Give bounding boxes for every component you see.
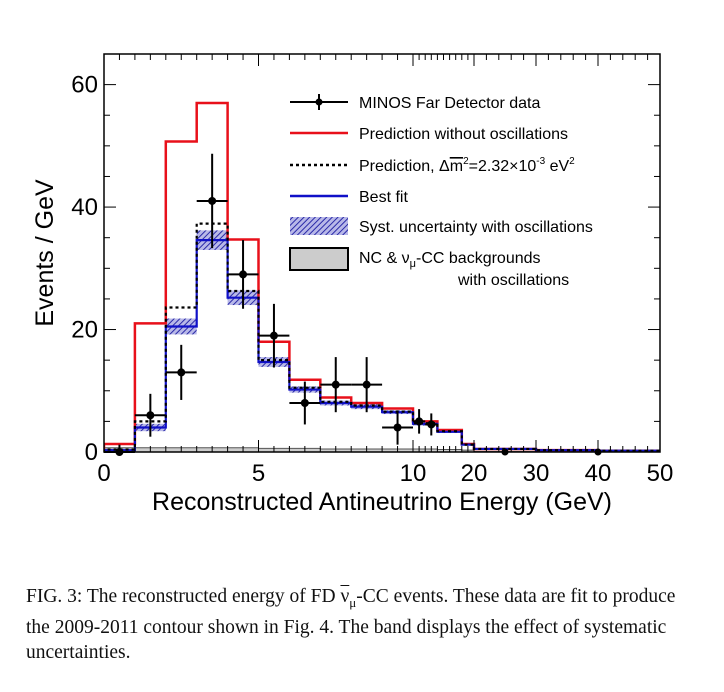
legend-label-data: MINOS Far Detector data (359, 95, 540, 112)
data-point (425, 413, 438, 436)
legend-entry-prediction: Prediction, Δm2=2.32×10-3 eV2 (290, 156, 575, 175)
legend-entry-syst: Syst. uncertainty with oscillations (290, 217, 593, 236)
tick-labels-layer: 0 5 10 20 30 40 50 0 20 40 60 (71, 72, 673, 487)
data-point-marker (427, 420, 436, 429)
data-point (320, 357, 352, 413)
data-point (351, 357, 383, 413)
series-noosc-line (104, 101, 660, 452)
data-point-marker (331, 380, 340, 389)
y-tick-label: 0 (85, 439, 98, 466)
x-axis-title: Reconstructed Antineutrino Energy (GeV) (152, 488, 612, 516)
legend-entry-noosc: Prediction without oscillations (290, 126, 568, 143)
legend-label-background-line2: with oscillations (457, 272, 569, 289)
data-point-marker (269, 331, 278, 340)
legend-label-noosc: Prediction without oscillations (359, 126, 568, 143)
x-tick-label: 40 (585, 460, 612, 487)
legend: MINOS Far Detector data Prediction witho… (289, 94, 593, 289)
data-point-marker (362, 380, 371, 389)
data-point-marker (177, 368, 186, 377)
y-tick-label: 20 (71, 317, 98, 344)
data-point-marker (300, 399, 309, 408)
data-point-marker (239, 270, 248, 279)
axis-ticks-layer (103, 53, 661, 453)
histogram-figure: 0 5 10 20 30 40 50 0 20 40 60 Reconstructed Antine… (31, 53, 673, 516)
x-tick-label: 20 (461, 460, 488, 487)
data-point (289, 381, 321, 425)
legend-label-bestfit: Best fit (359, 189, 408, 206)
x-tick-label: 50 (647, 460, 674, 487)
y-axis-title: Events / GeV (31, 179, 59, 327)
prediction-lines-layer (104, 101, 660, 452)
data-point (382, 410, 413, 445)
legend-entry-background: NC & νμ-CC backgrounds with oscillations (289, 247, 569, 289)
x-tick-label: 30 (523, 460, 550, 487)
legend-entry-bestfit: Best fit (290, 189, 408, 206)
figure-caption: FIG. 3: The reconstructed energy of FD ν… (26, 586, 676, 663)
data-point-marker (146, 411, 155, 420)
data-point (196, 153, 228, 249)
data-point-marker (393, 423, 402, 432)
data-point (134, 393, 166, 437)
data-point-marker (415, 417, 424, 426)
data-point (413, 409, 426, 434)
x-tick-label: 5 (252, 460, 265, 487)
y-tick-label: 60 (71, 72, 98, 99)
data-point (227, 240, 259, 309)
data-point (165, 344, 197, 400)
legend-label-syst: Syst. uncertainty with oscillations (359, 219, 593, 236)
legend-label-background: NC & νμ-CC backgrounds (359, 250, 541, 270)
data-point (258, 303, 290, 368)
x-tick-label: 10 (400, 460, 427, 487)
legend-entry-data: MINOS Far Detector data (290, 94, 540, 112)
legend-label-prediction: Prediction, Δm2=2.32×10-3 eV2 (359, 156, 575, 175)
data-points-layer (104, 153, 602, 456)
data-point-marker (208, 196, 217, 205)
x-tick-label: 0 (97, 460, 110, 487)
y-tick-label: 40 (71, 194, 98, 221)
series-bestfit-line (104, 239, 660, 452)
